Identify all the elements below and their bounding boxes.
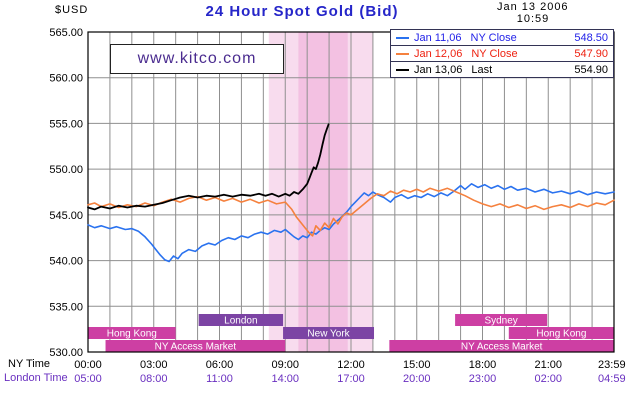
- y-tick-label: 530.00: [49, 347, 83, 359]
- session-bar-ny-access-market-am: [105, 340, 286, 352]
- timestamp-date: Jan 13 2006: [497, 1, 569, 13]
- legend-value: 548.50: [574, 31, 608, 44]
- legend-value: 547.90: [574, 47, 608, 60]
- x-tick-label-ny: 21:00: [534, 359, 562, 371]
- x-tick-label-london: 14:00: [271, 373, 299, 385]
- x-tick-label-london: 04:59: [598, 373, 626, 385]
- chart-title: 24 Hour Spot Gold (Bid): [205, 3, 399, 20]
- legend-row-jan-13: Jan 13,06 Last 554.90: [390, 61, 614, 78]
- session-bar-label-hong-kong-pm: Hong Kong: [536, 329, 586, 340]
- session-bar-label-new-york: New York: [307, 329, 350, 340]
- legend: Jan 11,06 NY Close 548.50 Jan 12,06 NY C…: [390, 29, 614, 78]
- legend-value: 554.90: [574, 63, 608, 76]
- session-bar-label-london: London: [224, 316, 257, 327]
- series-line-jan-13: [87, 123, 330, 211]
- x-tick-label-ny: 03:00: [140, 359, 168, 371]
- y-tick-label: 535.00: [49, 301, 83, 313]
- session-bar-ny-access-market-pm: [389, 340, 614, 352]
- session-bar-hong-kong-am: [88, 327, 176, 339]
- y-tick-label: 545.00: [49, 210, 83, 222]
- session-bar-label-ny-access-market-pm: NY Access Market: [461, 342, 543, 353]
- legend-label: Last: [471, 63, 493, 76]
- y-tick-label: 550.00: [49, 164, 83, 176]
- legend-line-sample-blue: [396, 36, 409, 39]
- y-tick-label: 555.00: [49, 118, 83, 130]
- session-bar-label-hong-kong-am: Hong Kong: [107, 329, 157, 340]
- y-tick-label: 560.00: [49, 73, 83, 85]
- timestamp: Jan 13 2006 10:59: [497, 2, 569, 25]
- x-tick-label-ny: 15:00: [403, 359, 431, 371]
- legend-label: NY Close: [471, 47, 518, 60]
- x-tick-label-ny: 18:00: [469, 359, 497, 371]
- session-bar-london: [198, 314, 284, 326]
- x-tick-label-london: 02:00: [534, 373, 562, 385]
- x-tick-label-ny: 23:59: [598, 359, 626, 371]
- x-axis-row-label-ny-time: NY Time: [8, 358, 50, 370]
- x-tick-label-ny: 12:00: [337, 359, 365, 371]
- x-tick-label-ny: 09:00: [271, 359, 299, 371]
- x-tick-label-london: 20:00: [403, 373, 431, 385]
- legend-line-sample-red: [396, 52, 409, 55]
- x-tick-label-london: 17:00: [337, 373, 365, 385]
- timestamp-time: 10:59: [516, 13, 550, 25]
- x-tick-label-ny: 06:00: [206, 359, 234, 371]
- legend-label: NY Close: [470, 31, 517, 44]
- legend-line-sample-black: [396, 68, 409, 71]
- session-bar-sydney: [455, 314, 548, 326]
- session-bar-label-sydney: Sydney: [484, 316, 517, 327]
- x-axis-row-label-london-time: London Time: [4, 372, 68, 384]
- y-tick-label: 565.00: [49, 27, 83, 39]
- legend-row-jan-12: Jan 12,06 NY Close 547.90: [390, 45, 614, 62]
- x-tick-label-london: 05:00: [74, 373, 102, 385]
- series-line-jan-12: [87, 187, 615, 237]
- x-tick-label-london: 11:00: [206, 373, 233, 385]
- session-bar-label-ny-access-market-am: NY Access Market: [155, 342, 237, 353]
- series-line-jan-11: [87, 183, 615, 263]
- x-tick-label-london: 23:00: [469, 373, 497, 385]
- legend-date: Jan 11,06: [414, 31, 462, 44]
- legend-date: Jan 12,06: [414, 47, 463, 60]
- session-bar-new-york: [283, 327, 375, 339]
- currency-label: $USD: [55, 4, 89, 16]
- x-tick-label-ny: 00:00: [74, 359, 102, 371]
- kitco-watermark: www.kitco.com: [110, 44, 284, 74]
- y-tick-label: 540.00: [49, 256, 83, 268]
- session-bar-hong-kong-pm: [508, 327, 614, 339]
- x-tick-label-london: 08:00: [140, 373, 168, 385]
- legend-date: Jan 13,06: [414, 63, 463, 76]
- session-highlight-band: [298, 32, 348, 352]
- legend-row-jan-11: Jan 11,06 NY Close 548.50: [390, 29, 614, 46]
